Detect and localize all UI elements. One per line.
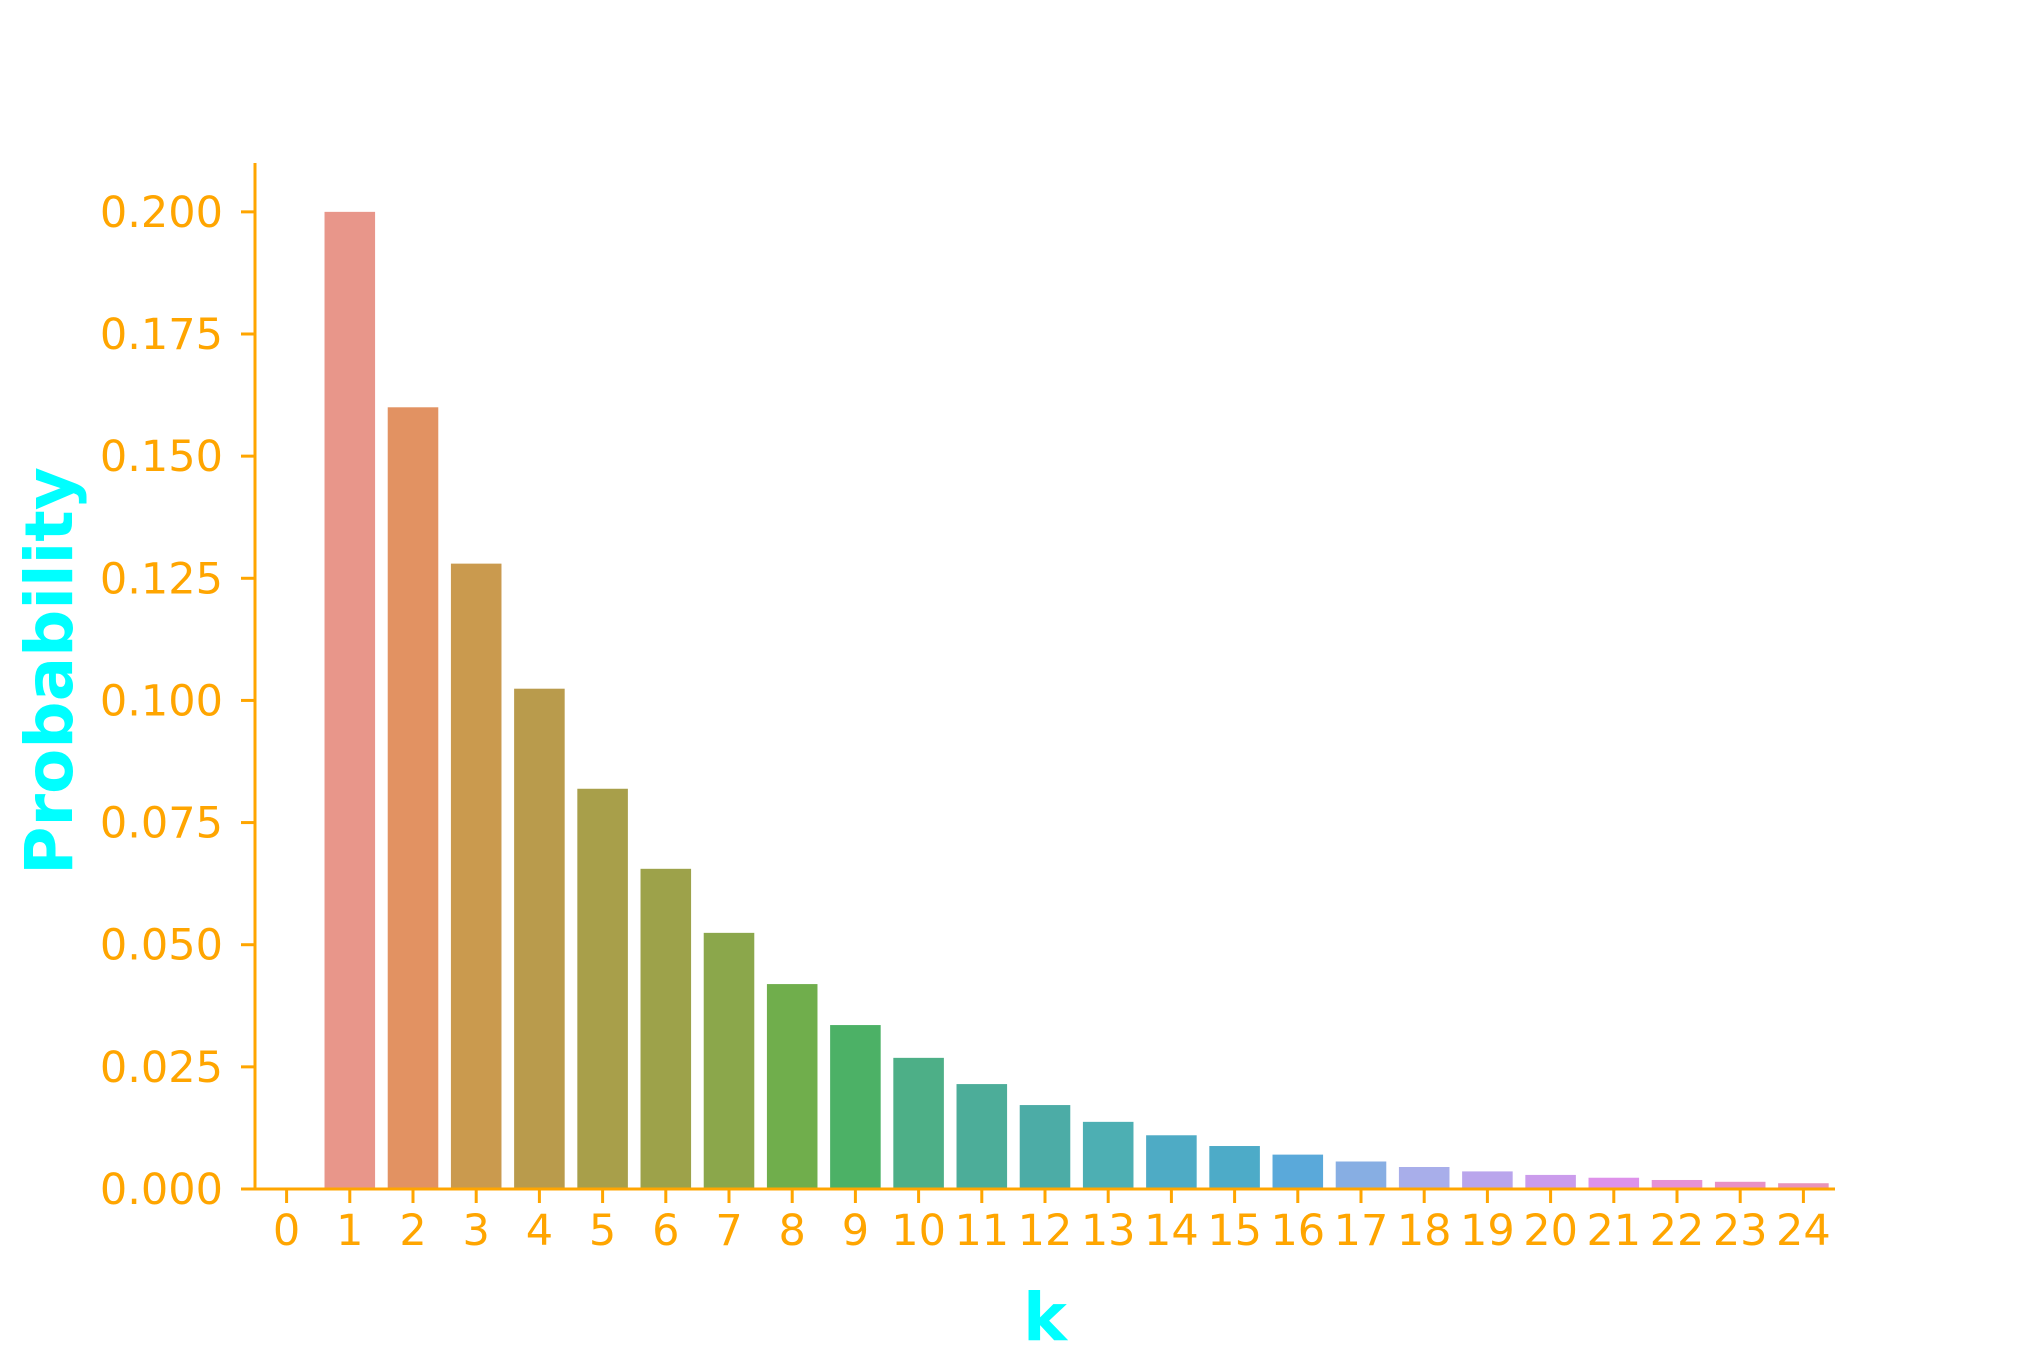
y-axis-title: Probability — [11, 467, 88, 875]
x-tick-label: 7 — [715, 1206, 742, 1256]
y-tick-label: 0.100 — [100, 676, 223, 726]
y-tick-label: 0.000 — [100, 1165, 223, 1215]
x-tick-label: 15 — [1207, 1206, 1262, 1256]
x-tick-label: 8 — [779, 1206, 806, 1256]
x-tick-label: 1 — [336, 1206, 363, 1256]
bar-k-10 — [893, 1057, 944, 1189]
bar-k-15 — [1209, 1146, 1260, 1189]
bar-k-14 — [1146, 1135, 1197, 1189]
x-tick-label: 14 — [1144, 1206, 1199, 1256]
x-tick-label: 6 — [652, 1206, 679, 1256]
bar-k-4 — [514, 688, 565, 1189]
x-tick-label: 9 — [842, 1206, 869, 1256]
x-tick-label: 10 — [891, 1206, 946, 1256]
x-tick-label: 3 — [463, 1206, 490, 1256]
x-tick-label: 13 — [1081, 1206, 1136, 1256]
x-tick-label: 5 — [589, 1206, 616, 1256]
bar-k-9 — [830, 1025, 881, 1189]
bar-k-3 — [450, 563, 502, 1189]
y-tick-label: 0.125 — [100, 554, 223, 604]
bar-k-5 — [577, 788, 628, 1189]
bar-k-16 — [1272, 1154, 1324, 1189]
y-axis: 0.000 0.025 0.050 0.075 0.100 0.125 0.150 0.175… — [100, 163, 257, 1215]
bar-k-21 — [1588, 1177, 1640, 1189]
x-tick-label: 11 — [954, 1206, 1009, 1256]
bar-k-23 — [1714, 1181, 1766, 1189]
y-tick-label: 0.075 — [100, 799, 223, 849]
bar-k-18 — [1398, 1167, 1450, 1189]
bar-k-7 — [703, 932, 755, 1189]
y-tick-label: 0.175 — [100, 310, 223, 360]
x-tick-label: 17 — [1334, 1206, 1389, 1256]
bars-group — [324, 211, 1829, 1190]
x-tick-label: 24 — [1776, 1206, 1831, 1256]
x-tick-label: 21 — [1586, 1206, 1641, 1256]
bar-k-17 — [1335, 1161, 1387, 1189]
x-axis-title: k — [1023, 1279, 1069, 1350]
bar-k-1 — [324, 211, 376, 1190]
bar-k-2 — [387, 407, 439, 1189]
y-tick-label: 0.150 — [100, 432, 223, 482]
x-tick-label: 0 — [273, 1206, 300, 1256]
x-tick-label: 19 — [1460, 1206, 1515, 1256]
bar-k-20 — [1525, 1174, 1576, 1189]
x-axis: 0 1 2 3 4 5 6 7 8 9 10 11 12 13 14 15 16 17 18 19 20 21 22 23 24 — [255, 1187, 1835, 1256]
bar-k-6 — [640, 868, 692, 1189]
bar-k-24 — [1778, 1183, 1829, 1189]
x-tick-label: 4 — [526, 1206, 553, 1256]
x-tick-label: 2 — [399, 1206, 426, 1256]
bar-k-8 — [766, 984, 818, 1189]
x-tick-label: 20 — [1523, 1206, 1578, 1256]
bar-k-13 — [1082, 1121, 1134, 1189]
y-tick-label: 0.025 — [100, 1043, 223, 1093]
bar-k-19 — [1462, 1171, 1513, 1189]
bar-k-22 — [1651, 1179, 1703, 1189]
x-tick-label: 12 — [1018, 1206, 1073, 1256]
bar-k-11 — [956, 1084, 1008, 1189]
x-tick-label: 18 — [1397, 1206, 1452, 1256]
x-tick-label: 16 — [1270, 1206, 1325, 1256]
y-tick-label: 0.200 — [100, 188, 223, 238]
bar-k-12 — [1019, 1105, 1071, 1189]
x-tick-label: 23 — [1713, 1206, 1768, 1256]
y-tick-label: 0.050 — [100, 921, 223, 971]
x-tick-label: 22 — [1650, 1206, 1705, 1256]
